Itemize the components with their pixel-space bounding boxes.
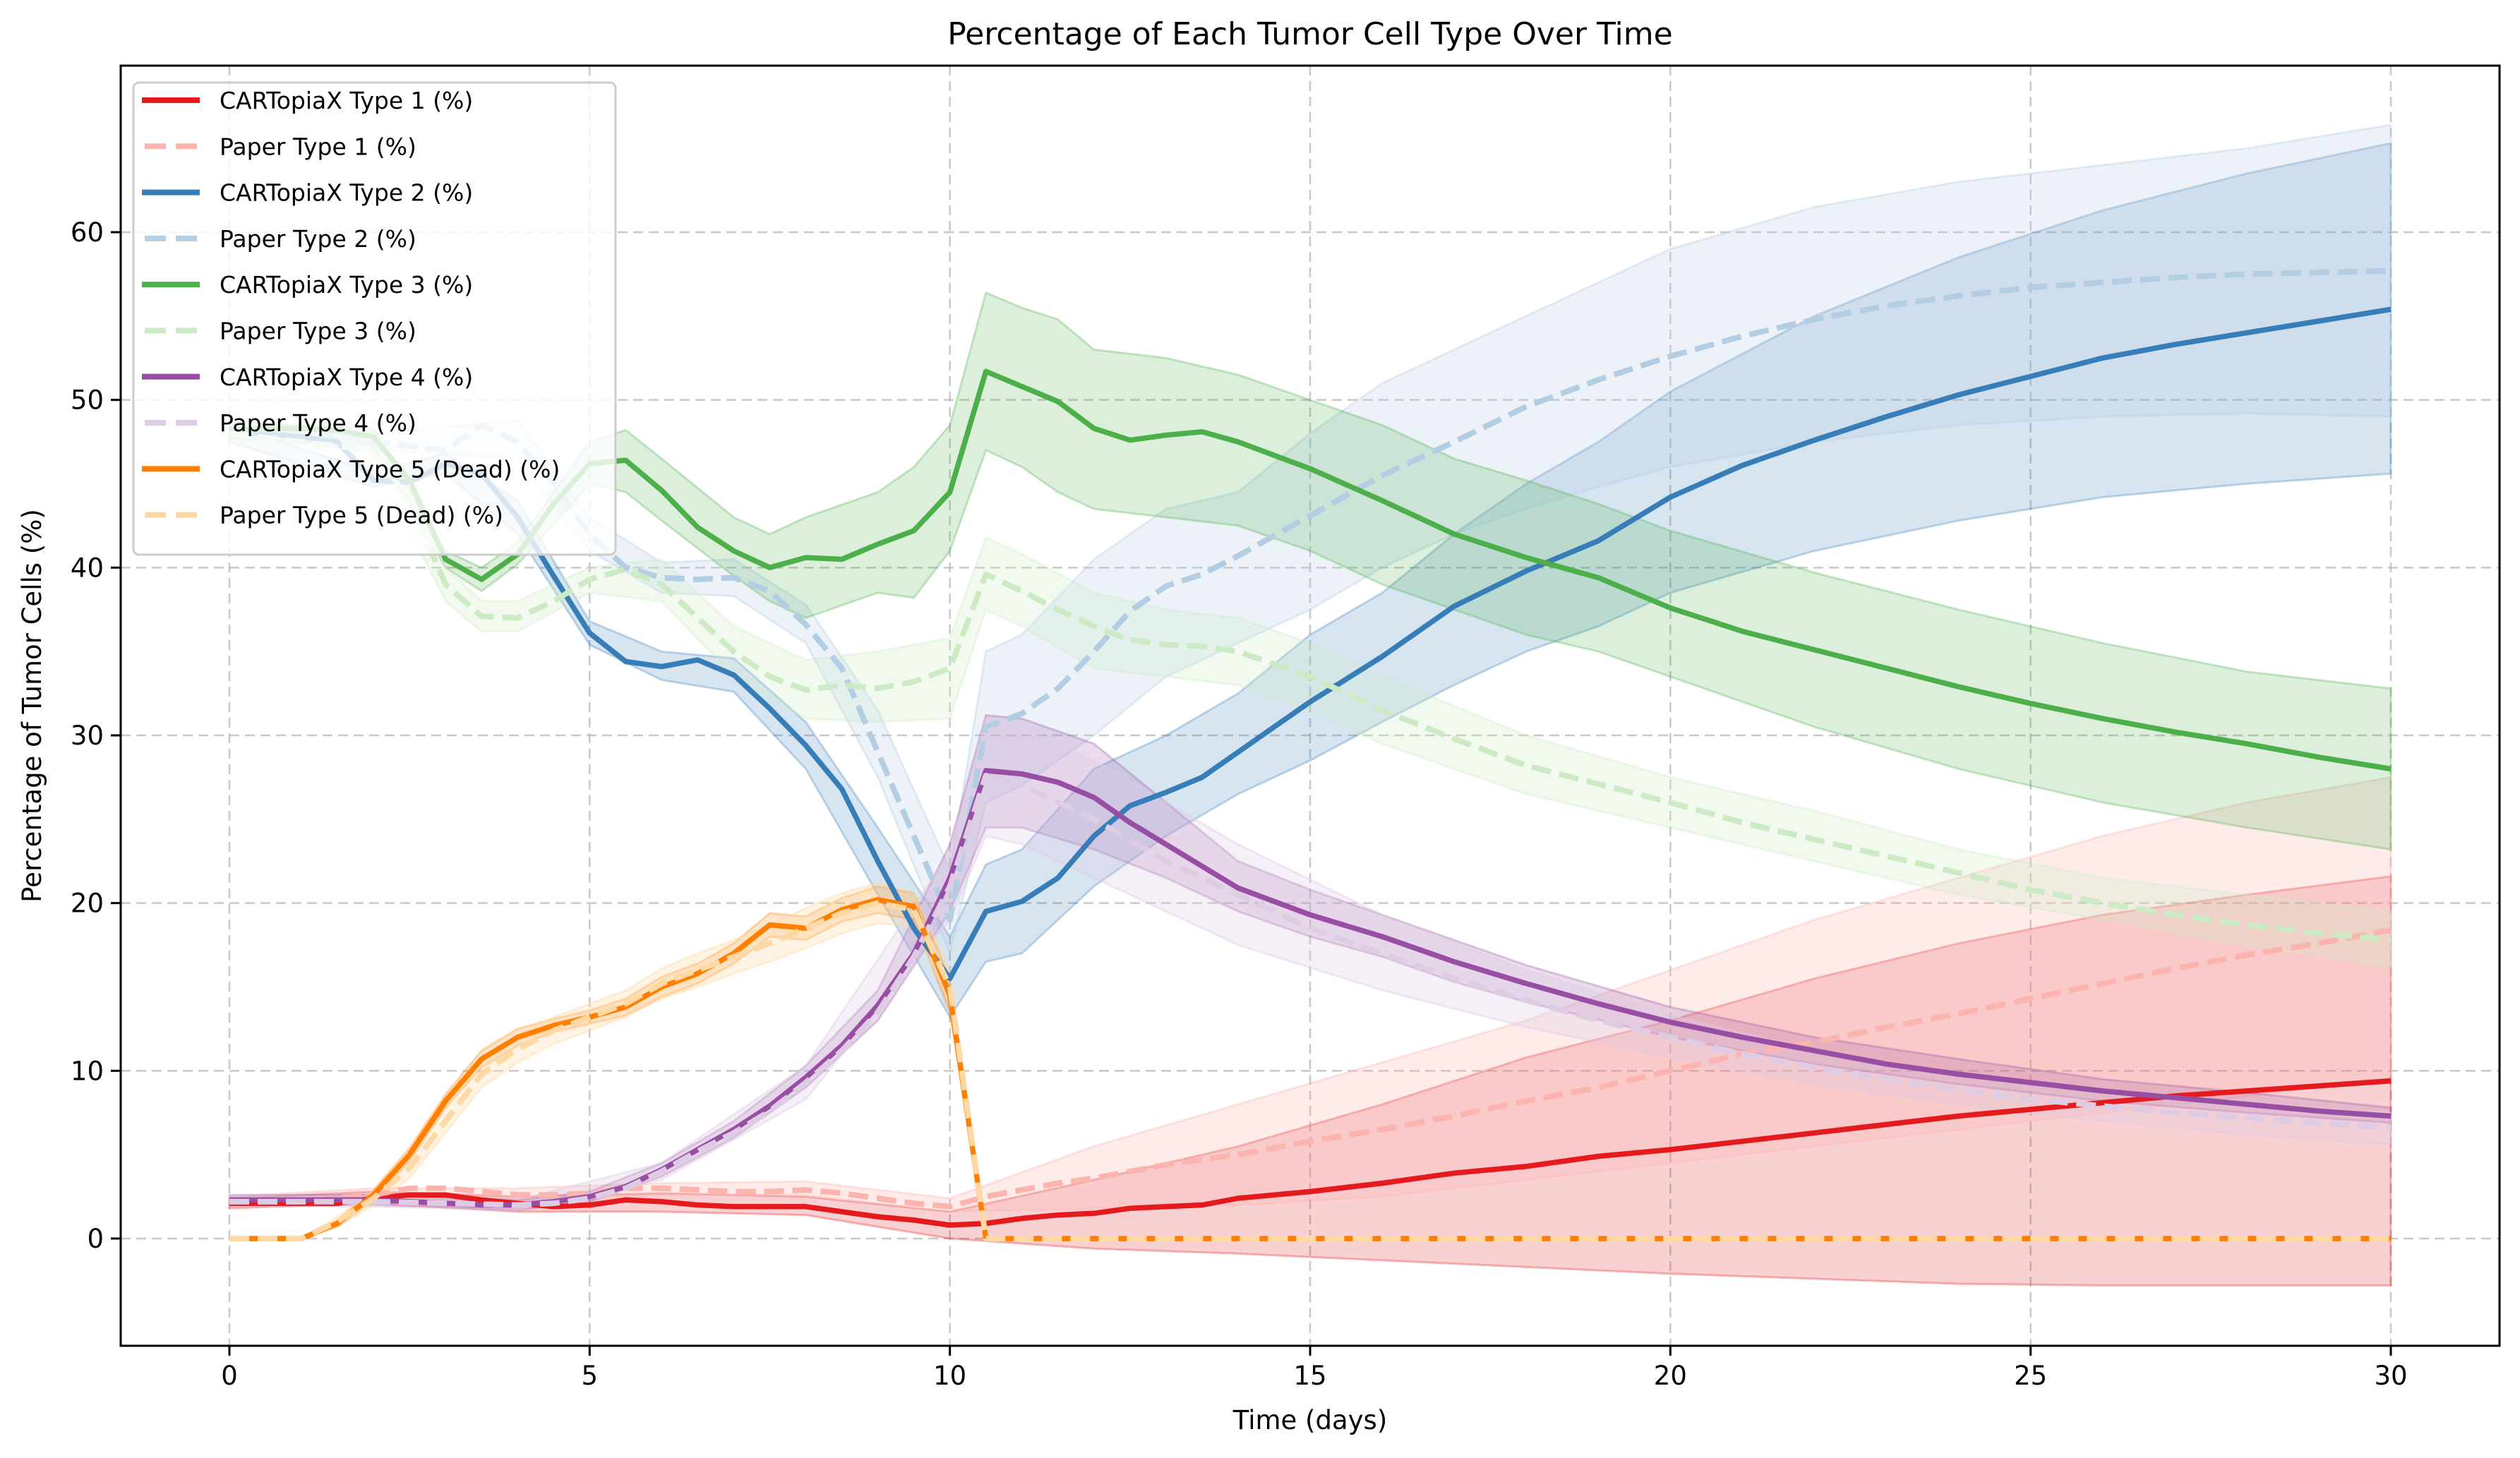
series-line xyxy=(229,900,2391,1241)
series-line xyxy=(229,430,2392,943)
legend-item: Paper Type 2 (%) xyxy=(145,225,416,253)
series-line xyxy=(229,368,2392,772)
legend-items: CARTopiaX Type 1 (%) Paper Type 1 (%) CART… xyxy=(142,87,560,529)
legend-item: Paper Type 5 (Dead) (%) xyxy=(145,502,503,529)
legend-item: Paper Type 4 (%) xyxy=(145,409,416,437)
y-tick-label: 10 xyxy=(71,1056,104,1086)
x-tick-label: 20 xyxy=(1654,1361,1687,1391)
legend-label: Paper Type 1 (%) xyxy=(220,133,416,160)
x-tick-label: 10 xyxy=(933,1361,966,1391)
legend: CARTopiaX Type 1 (%) Paper Type 1 (%) CART… xyxy=(132,81,617,556)
legend-label: Paper Type 5 (Dead) (%) xyxy=(220,502,503,529)
confidence-band xyxy=(228,291,2392,851)
confidence-band xyxy=(228,123,2392,957)
x-tick-label: 5 xyxy=(582,1361,599,1391)
legend-item: CARTopiaX Type 1 (%) xyxy=(142,87,473,114)
confidence-band xyxy=(228,423,2392,968)
legend-item: CARTopiaX Type 4 (%) xyxy=(142,363,473,391)
confidence-band xyxy=(228,142,2392,1020)
y-tick-label: 60 xyxy=(71,217,104,248)
y-tick-label: 40 xyxy=(71,553,104,583)
x-tick-label: 25 xyxy=(2014,1361,2047,1391)
confidence-band xyxy=(228,776,2392,1213)
confidence-band xyxy=(228,874,2392,1287)
confidence-bands xyxy=(228,123,2392,1287)
legend-label: CARTopiaX Type 4 (%) xyxy=(220,363,473,391)
chart-title: Percentage of Each Tumor Cell Type Over … xyxy=(947,16,1672,52)
y-tick-label: 20 xyxy=(71,888,104,919)
legend-item: CARTopiaX Type 3 (%) xyxy=(142,271,473,299)
y-axis-ticks: 0 10 20 30 40 50 60 xyxy=(71,217,121,1254)
confidence-band xyxy=(228,713,2392,1212)
x-tick-label: 0 xyxy=(221,1361,238,1391)
legend-label: Paper Type 3 (%) xyxy=(220,318,416,345)
legend-label: CARTopiaX Type 1 (%) xyxy=(220,87,473,114)
y-tick-label: 30 xyxy=(71,721,104,751)
legend-label: CARTopiaX Type 3 (%) xyxy=(220,271,473,299)
plot-area xyxy=(121,66,2500,1346)
x-axis-ticks: 0 5 10 15 20 25 30 xyxy=(221,1346,2408,1391)
y-tick-label: 0 xyxy=(87,1224,104,1254)
legend-label: Paper Type 4 (%) xyxy=(220,409,416,437)
confidence-band xyxy=(229,885,2391,1240)
legend-label: Paper Type 2 (%) xyxy=(220,225,416,253)
legend-frame xyxy=(132,81,617,556)
series-line xyxy=(229,927,2392,1210)
x-tick-label: 15 xyxy=(1293,1361,1326,1391)
legend-label: CARTopiaX Type 2 (%) xyxy=(220,179,473,207)
y-axis-label: Percentage of Tumor Cells (%) xyxy=(17,509,47,903)
legend-item: Paper Type 1 (%) xyxy=(145,133,416,160)
x-axis-label: Time (days) xyxy=(1232,1405,1388,1435)
y-tick-label: 50 xyxy=(71,385,104,416)
legend-item: CARTopiaX Type 5 (Dead) (%) xyxy=(142,455,560,483)
x-tick-label: 30 xyxy=(2374,1361,2407,1391)
legend-item: CARTopiaX Type 2 (%) xyxy=(142,179,473,207)
legend-item: Paper Type 3 (%) xyxy=(145,318,416,345)
legend-label: CARTopiaX Type 5 (Dead) (%) xyxy=(220,455,560,483)
series-line xyxy=(229,773,2392,1208)
